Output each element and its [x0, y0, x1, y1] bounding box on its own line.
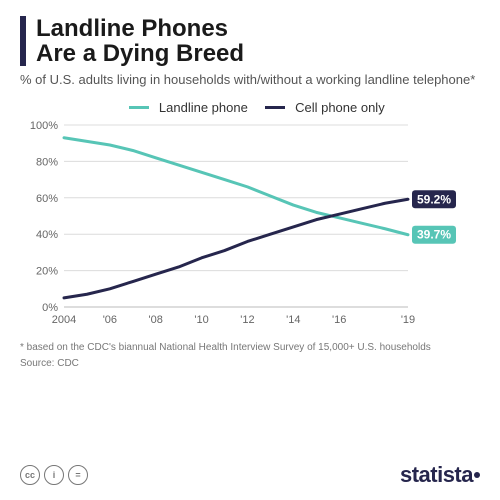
chart: 0% 20% 40% 60% 80% 100% 2004 '06 '08 '10 '12 '14 '16… — [20, 119, 480, 334]
infographic-frame: Landline Phones Are a Dying Breed % of U… — [0, 0, 500, 500]
cc-icon: cc — [20, 465, 40, 485]
footer: cc i = statista — [20, 462, 480, 488]
legend-swatch-1 — [265, 106, 285, 109]
svg-text:80%: 80% — [36, 156, 58, 168]
svg-text:'12: '12 — [240, 314, 254, 326]
title-line-1: Landline Phones — [36, 16, 480, 41]
svg-text:'19: '19 — [401, 314, 415, 326]
subtitle: % of U.S. adults living in households wi… — [20, 72, 480, 88]
svg-text:59.2%: 59.2% — [417, 192, 451, 206]
svg-text:'14: '14 — [286, 314, 300, 326]
legend-swatch-0 — [129, 106, 149, 109]
svg-text:20%: 20% — [36, 265, 58, 277]
title-line-2: Are a Dying Breed — [36, 41, 480, 66]
svg-text:0%: 0% — [42, 302, 58, 314]
legend-label-1: Cell phone only — [295, 100, 385, 115]
svg-text:40%: 40% — [36, 229, 58, 241]
source: Source: CDC — [20, 358, 480, 369]
legend-label-0: Landline phone — [159, 100, 248, 115]
svg-text:100%: 100% — [30, 120, 58, 132]
svg-text:'16: '16 — [332, 314, 346, 326]
svg-text:39.7%: 39.7% — [417, 227, 451, 241]
by-icon: i — [44, 465, 64, 485]
svg-text:'06: '06 — [103, 314, 117, 326]
brand-text: statista — [400, 462, 473, 488]
svg-text:2004: 2004 — [52, 314, 76, 326]
brand-logo: statista — [400, 462, 480, 488]
line-chart: 0% 20% 40% 60% 80% 100% 2004 '06 '08 '10 '12 '14 '16… — [20, 119, 460, 329]
title-block: Landline Phones Are a Dying Breed — [20, 16, 480, 66]
nd-icon: = — [68, 465, 88, 485]
footnote: * based on the CDC's biannual National H… — [20, 342, 480, 354]
svg-text:'08: '08 — [149, 314, 163, 326]
svg-text:'10: '10 — [194, 314, 208, 326]
legend: Landline phone Cell phone only — [20, 99, 480, 115]
svg-text:60%: 60% — [36, 192, 58, 204]
cc-badges: cc i = — [20, 465, 88, 485]
brand-dot-icon — [474, 472, 480, 478]
